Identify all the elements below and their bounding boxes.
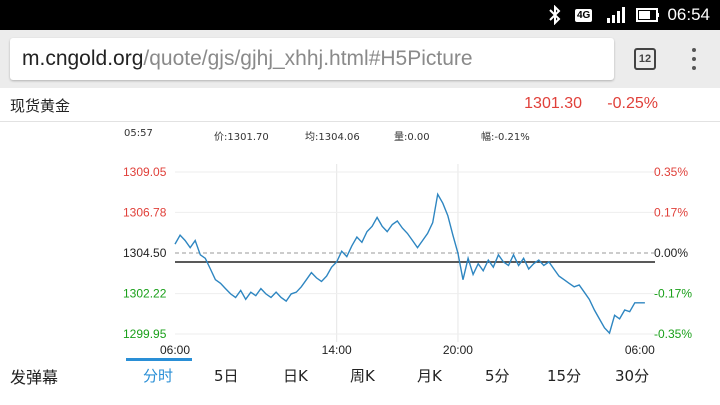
y-tick-label-right: -0.35% — [654, 327, 692, 341]
tab-weekly-k[interactable]: 周K — [350, 367, 375, 385]
x-tick-label: 06:00 — [625, 343, 655, 357]
browser-toolbar: m.cngold.org/quote/gjs/gjhj_xhhj.html#H5… — [0, 30, 720, 88]
y-tick-label-left: 1299.95 — [123, 327, 167, 341]
info-price: 价:1301.70 — [214, 132, 269, 143]
y-tick-label-left: 1304.50 — [123, 246, 167, 260]
tab-minute[interactable]: 分时 — [143, 367, 174, 385]
tab-5day[interactable]: 5日 — [214, 367, 239, 385]
tab-monthly-k[interactable]: 月K — [417, 367, 442, 385]
y-tick-label-right: -0.17% — [654, 287, 692, 301]
x-tick-label: 20:00 — [443, 343, 473, 357]
url-path: /quote/gjs/gjhj_xhhj.html#H5Picture — [143, 47, 473, 70]
quote-change: -0.25% — [607, 95, 658, 112]
info-average: 均:1304.06 — [305, 132, 360, 143]
info-time: 05:57 — [124, 128, 153, 139]
info-amplitude: 幅:-0.21% — [481, 132, 530, 143]
tab-30min[interactable]: 30分 — [615, 367, 650, 385]
url-host: m.cngold.org — [22, 47, 144, 70]
signal-icon — [606, 0, 630, 30]
url-bar[interactable]: m.cngold.org/quote/gjs/gjhj_xhhj.html#H5… — [10, 38, 614, 80]
send-danmu-button[interactable]: 发弹幕 — [10, 368, 59, 387]
price-line — [174, 192, 645, 335]
quote-header: 现货黄金 1301.30 -0.25% — [0, 88, 720, 122]
x-tick-label: 14:00 — [322, 343, 352, 357]
active-tab-indicator — [126, 358, 192, 361]
crosshair-info: 05:57 价:1301.70 均:1304.06 量:0.00 幅:-0.21… — [0, 128, 720, 144]
y-tick-label-right: 0.17% — [654, 205, 688, 219]
info-volume: 量:0.00 — [394, 132, 430, 143]
battery-icon — [636, 0, 660, 30]
overflow-menu-icon[interactable] — [682, 46, 706, 72]
chart-canvas[interactable]: 1309.05 0.35% 1306.78 0.17% 1304.50 0.00% 1302… — [0, 150, 720, 360]
y-tick-label-right: 0.00% — [654, 246, 688, 260]
y-tick-label-left: 1306.78 — [123, 205, 167, 219]
x-tick-label: 06:00 — [160, 343, 190, 357]
y-tick-label-right: 0.35% — [654, 165, 688, 179]
y-tick-label-left: 1309.05 — [123, 165, 167, 179]
intraday-chart[interactable]: 1309.05 0.35% 1306.78 0.17% 1304.50 0.00% 1302… — [0, 150, 720, 360]
clock: 06:54 — [667, 5, 710, 24]
bluetooth-icon — [548, 0, 562, 30]
y-tick-label-left: 1302.22 — [123, 287, 167, 301]
tab-switcher-button[interactable]: 12 — [634, 48, 656, 70]
tab-15min[interactable]: 15分 — [547, 367, 582, 385]
status-bar: 4G 06:54 — [0, 0, 720, 30]
tab-5min[interactable]: 5分 — [485, 367, 510, 385]
quote-price: 1301.30 — [524, 95, 582, 112]
tab-daily-k[interactable]: 日K — [283, 367, 308, 385]
network-type-icon: 4G — [575, 8, 593, 22]
period-tab-bar: 发弹幕 分时 5日 日K 周K 月K 5分 15分 30分 — [0, 358, 720, 405]
quote-name: 现货黄金 — [10, 97, 71, 115]
